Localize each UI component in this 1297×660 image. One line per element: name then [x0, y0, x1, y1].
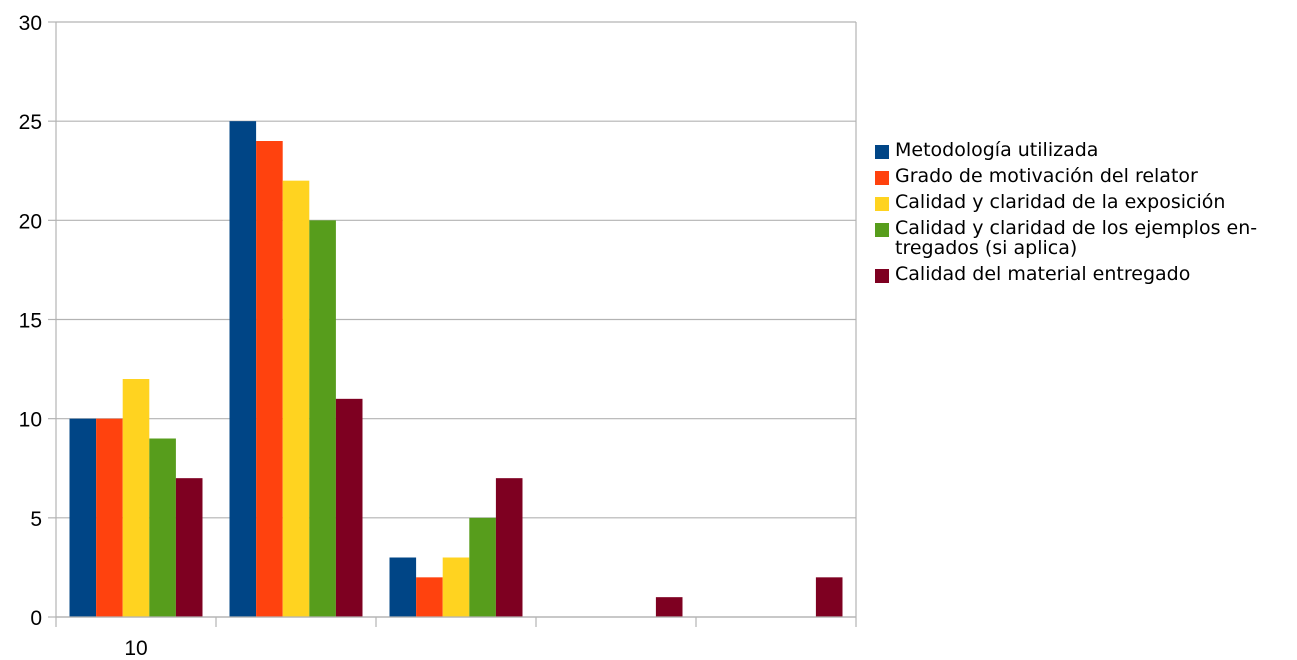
bar	[442, 557, 470, 617]
bar	[335, 398, 363, 617]
bar	[229, 121, 257, 618]
bar	[495, 478, 523, 617]
bar	[469, 517, 496, 617]
x-tick-label: 10	[124, 637, 147, 660]
y-tick-label: 0	[30, 607, 42, 630]
y-tick-label: 25	[19, 111, 42, 134]
bar	[69, 418, 97, 617]
bar	[96, 418, 123, 617]
legend-swatch	[875, 145, 889, 159]
legend-item: Metodología utilizada	[875, 140, 1295, 160]
bar	[655, 597, 683, 617]
bars	[69, 121, 843, 618]
legend-swatch	[875, 269, 889, 283]
legend-label: Calidad y claridad de los ejemplos en-tr…	[895, 217, 1258, 259]
x-tick-labels: 10	[124, 637, 147, 660]
y-tick-label: 10	[19, 409, 42, 432]
legend-swatch	[875, 171, 889, 185]
bar	[149, 438, 176, 617]
legend-item: Calidad y claridad de los ejemplos en-tr…	[875, 218, 1295, 258]
legend-item: Calidad del material entregado	[875, 264, 1295, 284]
bar	[389, 557, 417, 617]
bar	[416, 577, 443, 617]
y-tick-label: 5	[30, 508, 42, 531]
y-tick-label: 30	[19, 12, 42, 35]
y-tick-label: 15	[19, 310, 42, 333]
chart-legend: Metodología utilizada Grado de motivación…	[875, 140, 1295, 290]
bar	[122, 379, 150, 617]
bar-chart: 0 5 10 15 20 25 30 10	[19, 12, 857, 660]
legend-label: Metodología utilizada	[895, 139, 1099, 161]
legend-swatch	[875, 223, 889, 237]
legend-item: Grado de motivación del relator	[875, 166, 1295, 186]
bar	[309, 220, 336, 618]
legend-label: Calidad y claridad de la exposición	[895, 191, 1226, 213]
bar	[175, 478, 203, 617]
y-tick-labels: 0 5 10 15 20 25 30	[19, 12, 42, 630]
bar	[256, 141, 283, 617]
bar	[282, 180, 310, 617]
legend-label: Grado de motivación del relator	[895, 165, 1198, 187]
bar	[815, 577, 843, 617]
y-tick-label: 20	[19, 210, 42, 233]
legend-label: Calidad del material entregado	[895, 263, 1191, 285]
legend-item: Calidad y claridad de la exposición	[875, 192, 1295, 212]
axes	[48, 21, 857, 627]
legend-swatch	[875, 197, 889, 211]
